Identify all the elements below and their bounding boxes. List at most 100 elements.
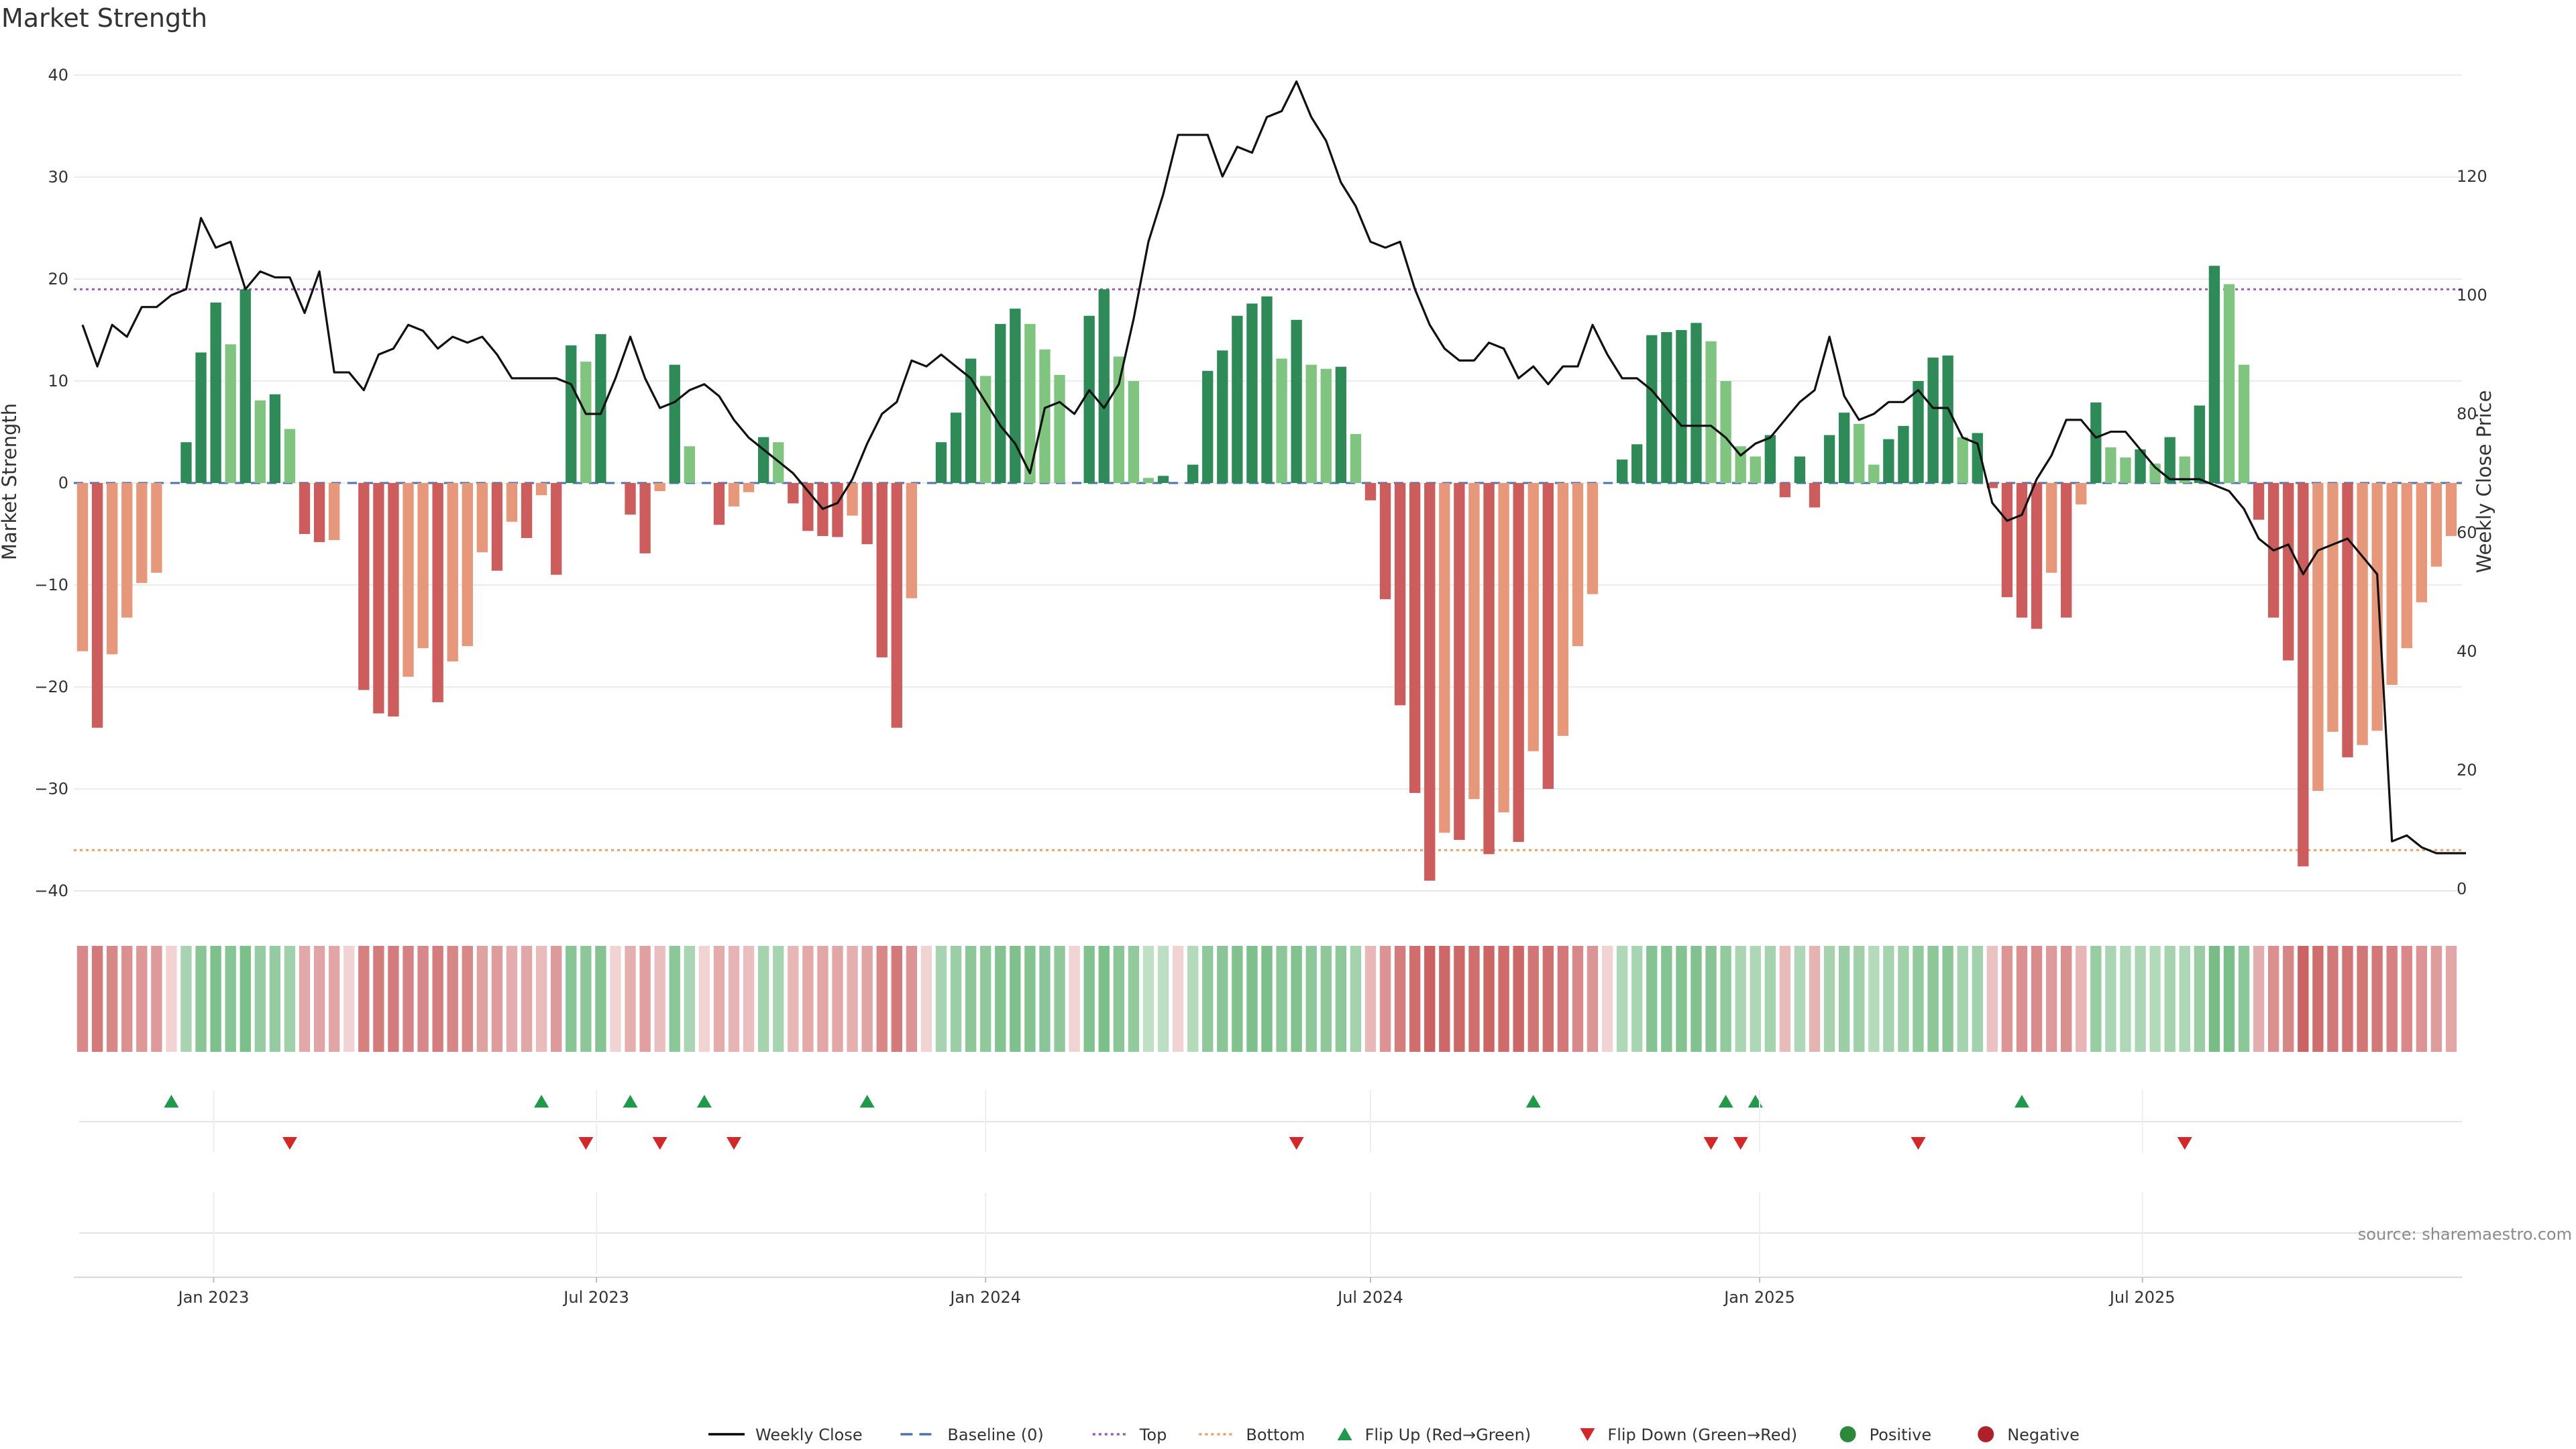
strength-bar [847, 483, 858, 516]
heat-tile [1498, 946, 1509, 1052]
heat-tile [1661, 946, 1672, 1052]
heat-tile [669, 946, 680, 1052]
strength-bar [669, 364, 680, 483]
heat-tile [91, 946, 103, 1052]
heat-tile [2416, 946, 2427, 1052]
flip-up-marker [1748, 1095, 1763, 1108]
heat-tile [2090, 946, 2102, 1052]
heat-tile [1631, 946, 1643, 1052]
flip-down-marker [282, 1137, 297, 1150]
strength-bar [654, 483, 665, 492]
strength-bar [1157, 476, 1169, 483]
y2-tick-label: 120 [2457, 167, 2487, 186]
strength-bars [76, 266, 2457, 881]
heat-tile [1142, 946, 1155, 1052]
heat-tile [180, 946, 192, 1052]
heat-tile [1913, 946, 1924, 1052]
heat-tile [1483, 946, 1495, 1052]
heat-tile [1779, 946, 1791, 1052]
heat-tile [758, 946, 769, 1052]
heat-tile [1646, 946, 1658, 1052]
heat-tile [1823, 946, 1835, 1052]
heat-tile [1957, 946, 1968, 1052]
strength-bar [2105, 447, 2116, 483]
heat-tile [876, 946, 888, 1052]
strength-bar [1779, 483, 1791, 498]
strength-bar [639, 483, 651, 553]
legend-item: Flip Down (Green→Red) [1580, 1426, 1797, 1444]
flip-up-marker [859, 1095, 875, 1108]
strength-bar [210, 302, 221, 483]
strength-bar [151, 483, 162, 573]
strength-bar [580, 362, 592, 483]
heat-tile [121, 946, 133, 1052]
y-tick-label: −10 [34, 576, 68, 594]
flip-up-marker [534, 1095, 549, 1108]
strength-bar [1868, 464, 1880, 483]
strength-bar [506, 483, 518, 522]
strength-bar [329, 483, 340, 541]
y2-tick-label: 100 [2457, 286, 2487, 305]
heat-tile [713, 946, 725, 1052]
heat-tile [2283, 946, 2294, 1052]
flip-up-marker [1525, 1095, 1541, 1108]
y-tick-label: 0 [58, 474, 68, 492]
heat-tile [1128, 946, 1140, 1052]
x-tick-label: Jul 2024 [1336, 1288, 1403, 1307]
flip-down-marker [727, 1137, 742, 1150]
legend-label: Flip Up (Red→Green) [1365, 1426, 1532, 1444]
strength-bar [1957, 437, 1968, 483]
heat-tile [566, 946, 577, 1052]
strength-bar [1823, 435, 1835, 483]
heat-tile [1513, 946, 1524, 1052]
y2-tick-label: 20 [2457, 761, 2477, 780]
heat-tile [1202, 946, 1214, 1052]
heat-tile [476, 946, 488, 1052]
heat-tile [1676, 946, 1687, 1052]
heat-tile [2001, 946, 2013, 1052]
flip-down-marker [1911, 1137, 1926, 1150]
strength-bar [1468, 483, 1480, 800]
heat-tile [2401, 946, 2412, 1052]
strength-bar [1883, 439, 1894, 483]
strength-bar [1676, 330, 1687, 483]
heat-tile [935, 946, 947, 1052]
strength-bar [1483, 483, 1495, 855]
strength-bar [2371, 483, 2383, 731]
heat-tile [832, 946, 843, 1052]
flip-down-marker [1289, 1137, 1304, 1150]
heat-tile [1542, 946, 1554, 1052]
strength-bar [551, 483, 562, 575]
heat-tile [1794, 946, 1806, 1052]
strength-bar [1098, 289, 1110, 483]
strength-bar [1972, 433, 1983, 483]
legend-item: Flip Up (Red→Green) [1337, 1426, 1532, 1444]
strength-bar [1054, 374, 1065, 483]
strength-bar [1927, 358, 1939, 483]
heat-tile [388, 946, 399, 1052]
strength-bar [1631, 444, 1643, 483]
heat-tile [1291, 946, 1302, 1052]
heat-tile [2149, 946, 2161, 1052]
legend-label: Flip Down (Green→Red) [1607, 1426, 1797, 1444]
strength-bar [373, 483, 384, 714]
heat-tile [1972, 946, 1983, 1052]
strength-bar [1913, 381, 1924, 483]
heat-tile [773, 946, 784, 1052]
heat-tile [462, 946, 473, 1052]
strength-bar [1542, 483, 1554, 789]
heat-tile [1439, 946, 1450, 1052]
strength-bar [402, 483, 414, 677]
heat-tile [1039, 946, 1051, 1052]
heat-tile [1705, 946, 1717, 1052]
strength-bar [1083, 315, 1095, 483]
legend-label: Bottom [1246, 1426, 1305, 1444]
heat-tile [2061, 946, 2072, 1052]
heat-tile [1069, 946, 1080, 1052]
strength-bar [2001, 483, 2013, 598]
heat-tile [1898, 946, 1909, 1052]
legend-item: Weekly Close [708, 1426, 863, 1444]
strength-bar [566, 345, 577, 483]
strength-bar [388, 483, 399, 717]
